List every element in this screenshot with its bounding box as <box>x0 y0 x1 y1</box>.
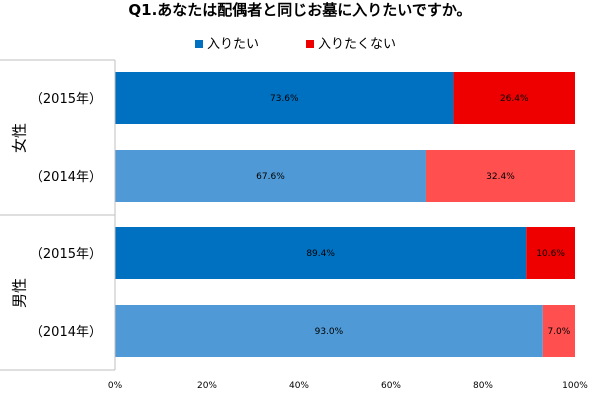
data-label-female-2015-want: 73.6% <box>270 94 299 104</box>
chart-title: Q1.あなたは配偶者と同じお墓に入りたいですか。 <box>128 1 471 19</box>
bar-male-2015-not-want <box>526 227 575 279</box>
group-dividers <box>0 59 115 371</box>
x-tick-100: 100% <box>562 381 588 391</box>
x-tick-60: 60% <box>381 381 401 391</box>
legend-label-not-want: 入りたくない <box>318 37 396 52</box>
bar-female-2015-not-want <box>453 72 575 124</box>
data-label-female-2014-not-want: 32.4% <box>486 172 515 182</box>
x-tick-80: 80% <box>473 381 493 391</box>
group-label-male: 男性 <box>11 278 29 308</box>
bar-male-2015-want <box>115 227 527 279</box>
legend-swatch-want <box>195 40 203 48</box>
group-label-female: 女性 <box>11 123 29 153</box>
category-label-male-2014: （2014年） <box>30 325 102 340</box>
data-label-male-2014-not-want: 7.0% <box>547 327 570 337</box>
bar-male-2014-not-want <box>542 305 575 357</box>
group-labels: 女性 男性 <box>11 123 29 308</box>
x-tick-40: 40% <box>289 381 309 391</box>
category-labels: （2015年） （2014年） （2015年） （2014年） <box>30 92 102 340</box>
data-label-female-2015-not-want: 26.4% <box>500 94 529 104</box>
x-tick-0: 0% <box>108 381 123 391</box>
bar-female-2014-not-want <box>425 150 575 202</box>
legend: 入りたい 入りたくない <box>195 37 396 52</box>
x-tick-20: 20% <box>197 381 217 391</box>
category-label-female-2014: （2014年） <box>30 170 102 185</box>
category-label-female-2015: （2015年） <box>30 92 102 107</box>
bar-male-2014-want <box>115 305 543 357</box>
data-label-male-2015-want: 89.4% <box>306 249 335 259</box>
data-label-male-2015-not-want: 10.6% <box>536 249 565 259</box>
bars: 73.6% 26.4% 67.6% 32.4% 89.4% 10.6% 93.0% 7.0% <box>115 72 575 357</box>
category-label-male-2015: （2015年） <box>30 247 102 262</box>
bar-female-2014-want <box>115 150 426 202</box>
data-label-male-2014-want: 93.0% <box>315 327 344 337</box>
legend-label-want: 入りたい <box>207 37 259 52</box>
data-label-female-2014-want: 67.6% <box>256 172 285 182</box>
bar-female-2015-want <box>115 72 454 124</box>
legend-swatch-not-want <box>306 40 314 48</box>
x-axis-ticks: 0% 20% 40% 60% 80% 100% <box>108 381 588 391</box>
